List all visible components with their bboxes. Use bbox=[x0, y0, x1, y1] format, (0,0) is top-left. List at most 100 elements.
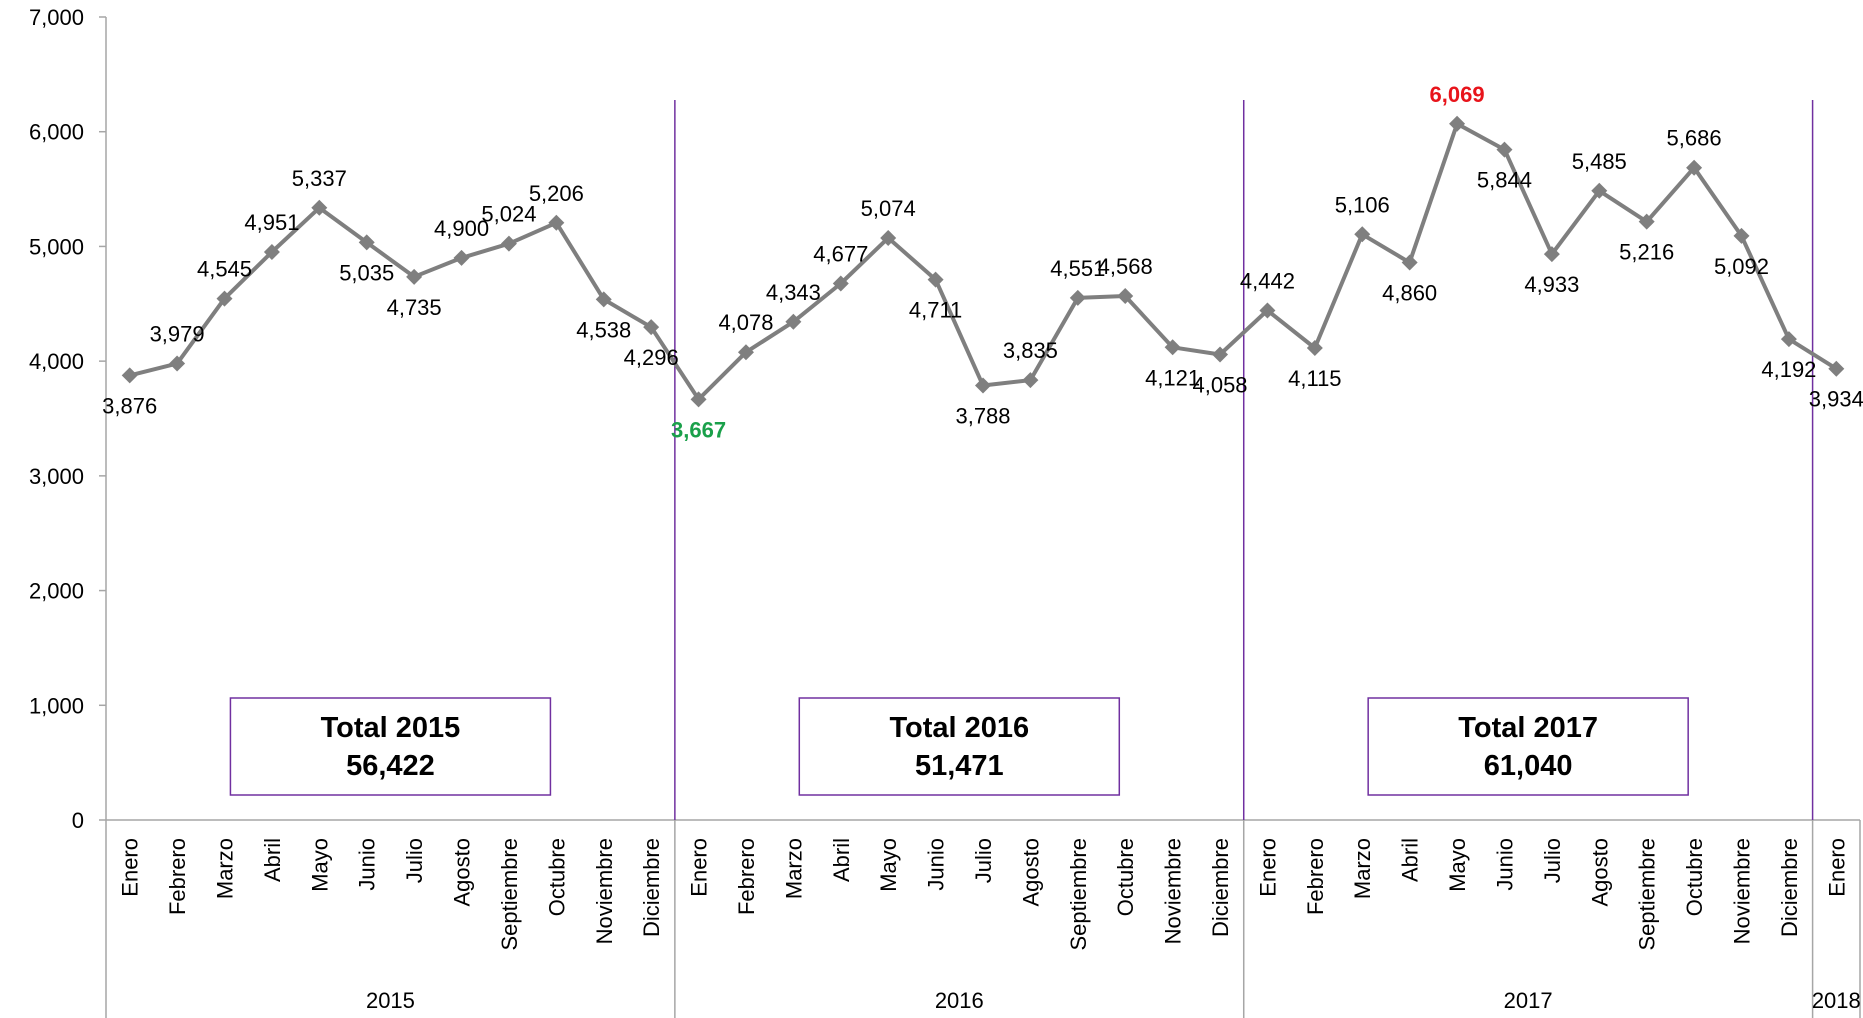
data-point-marker bbox=[311, 199, 328, 216]
data-point-marker bbox=[927, 271, 944, 288]
x-axis: Enero Febrero Marzo Abril Mayo Junio Julio Agos… bbox=[106, 819, 1861, 1018]
data-point-marker bbox=[1306, 339, 1323, 356]
total-box bbox=[229, 697, 552, 796]
data-point-marker bbox=[1069, 289, 1086, 306]
month-label: Abril bbox=[829, 838, 854, 882]
total-box-value: 51,471 bbox=[915, 750, 1004, 782]
total-box bbox=[798, 697, 1121, 796]
month-label: Marzo bbox=[213, 838, 238, 899]
y-tick-label: 2,000 bbox=[29, 579, 84, 604]
data-point-marker bbox=[1591, 182, 1608, 199]
month-label: Agosto bbox=[1587, 838, 1612, 907]
month-label: Junio bbox=[924, 838, 949, 891]
y-tick-label: 7,000 bbox=[29, 5, 84, 30]
month-label: Diciembre bbox=[1208, 838, 1233, 937]
month-label: Enero bbox=[687, 838, 712, 897]
data-point-marker bbox=[1449, 115, 1466, 132]
data-label: 3,667 bbox=[671, 417, 726, 442]
data-point-marker bbox=[453, 249, 470, 266]
data-point-marker bbox=[1828, 360, 1845, 377]
data-label: 5,206 bbox=[529, 181, 584, 206]
month-label: Septiembre bbox=[497, 838, 522, 951]
data-point-marker bbox=[406, 268, 423, 285]
month-label: Marzo bbox=[1350, 838, 1375, 899]
data-label: 4,568 bbox=[1098, 254, 1153, 279]
data-point-marker bbox=[1212, 346, 1229, 363]
data-label: 3,876 bbox=[102, 393, 157, 418]
month-label: Julio bbox=[971, 838, 996, 883]
data-label: 5,337 bbox=[292, 166, 347, 191]
data-point-marker bbox=[216, 290, 233, 307]
y-tick-label: 6,000 bbox=[29, 120, 84, 145]
y-tick-label: 4,000 bbox=[29, 349, 84, 374]
data-point-marker bbox=[975, 377, 991, 394]
month-label: Febrero bbox=[734, 838, 759, 915]
data-point-marker bbox=[169, 355, 186, 372]
data-point-marker bbox=[1638, 213, 1655, 230]
data-point-marker bbox=[880, 229, 897, 246]
month-label: Agosto bbox=[450, 838, 475, 907]
month-label: Noviembre bbox=[1161, 838, 1186, 944]
data-point-marker bbox=[737, 344, 754, 361]
data-label: 5,844 bbox=[1477, 168, 1532, 193]
data-label: 5,216 bbox=[1619, 240, 1674, 265]
data-label: 3,788 bbox=[955, 403, 1010, 428]
data-point-marker bbox=[1022, 372, 1039, 389]
month-label: Octubre bbox=[544, 838, 569, 916]
month-label: Noviembre bbox=[1729, 838, 1754, 944]
data-point-marker bbox=[785, 313, 802, 330]
data-point-marker bbox=[1733, 227, 1750, 244]
data-label: 4,442 bbox=[1240, 268, 1295, 293]
month-label: Julio bbox=[1540, 838, 1565, 883]
data-label: 6,069 bbox=[1430, 82, 1485, 107]
month-label: Octubre bbox=[1682, 838, 1707, 916]
y-tick-label: 1,000 bbox=[29, 693, 84, 718]
data-point-marker bbox=[548, 214, 565, 231]
data-point-marker bbox=[1780, 331, 1797, 348]
month-label: Junio bbox=[355, 838, 380, 891]
y-tick-label: 3,000 bbox=[29, 464, 84, 489]
data-label: 4,933 bbox=[1524, 272, 1579, 297]
data-point-marker bbox=[1164, 339, 1181, 356]
data-label: 5,106 bbox=[1335, 192, 1390, 217]
month-label: Septiembre bbox=[1066, 838, 1091, 951]
y-axis: 0 1,000 2,000 3,000 4,000 5,000 6,000 7,000 bbox=[29, 5, 107, 1018]
data-label: 4,735 bbox=[387, 295, 442, 320]
data-point-marker bbox=[1686, 159, 1703, 176]
data-label: 4,078 bbox=[718, 310, 773, 335]
data-point-marker bbox=[500, 235, 517, 252]
month-label: Diciembre bbox=[639, 838, 664, 937]
data-label: 5,035 bbox=[339, 260, 394, 285]
month-label: Mayo bbox=[1445, 838, 1470, 892]
data-label: 4,343 bbox=[766, 280, 821, 305]
year-label: 2018 bbox=[1812, 988, 1861, 1013]
total-box bbox=[1367, 697, 1689, 796]
data-point-marker bbox=[1496, 141, 1513, 158]
month-label: Noviembre bbox=[592, 838, 617, 944]
data-label: 3,979 bbox=[150, 322, 205, 347]
data-label: 5,485 bbox=[1572, 149, 1627, 174]
total-box-title: Total 2017 bbox=[1458, 712, 1598, 744]
data-label: 3,934 bbox=[1809, 387, 1863, 412]
data-point-marker bbox=[1543, 246, 1560, 263]
total-box-title: Total 2015 bbox=[321, 712, 461, 744]
data-label: 3,835 bbox=[1003, 338, 1058, 363]
month-label: Febrero bbox=[1303, 838, 1328, 915]
data-point-marker bbox=[832, 275, 849, 292]
month-label: Enero bbox=[118, 838, 143, 897]
y-tick-label: 5,000 bbox=[29, 234, 84, 259]
data-label: 4,951 bbox=[244, 210, 299, 235]
data-point-marker bbox=[1401, 254, 1418, 271]
data-point-marker bbox=[121, 367, 138, 384]
data-point-marker bbox=[595, 291, 612, 308]
data-label: 4,121 bbox=[1145, 365, 1200, 390]
month-label: Octubre bbox=[1113, 838, 1138, 916]
data-labels: 3,876 3,979 4,545 4,951 5,337 5,035 4,735 4,900… bbox=[102, 82, 1863, 443]
month-label: Abril bbox=[1398, 838, 1423, 882]
annual-total-boxes: Total 2015 56,422 Total 2016 51,471 Total 20… bbox=[229, 697, 1689, 796]
month-label: Septiembre bbox=[1635, 838, 1660, 951]
data-label: 4,551 bbox=[1050, 256, 1105, 281]
month-label: Enero bbox=[1255, 838, 1280, 897]
data-label: 4,058 bbox=[1192, 372, 1247, 397]
